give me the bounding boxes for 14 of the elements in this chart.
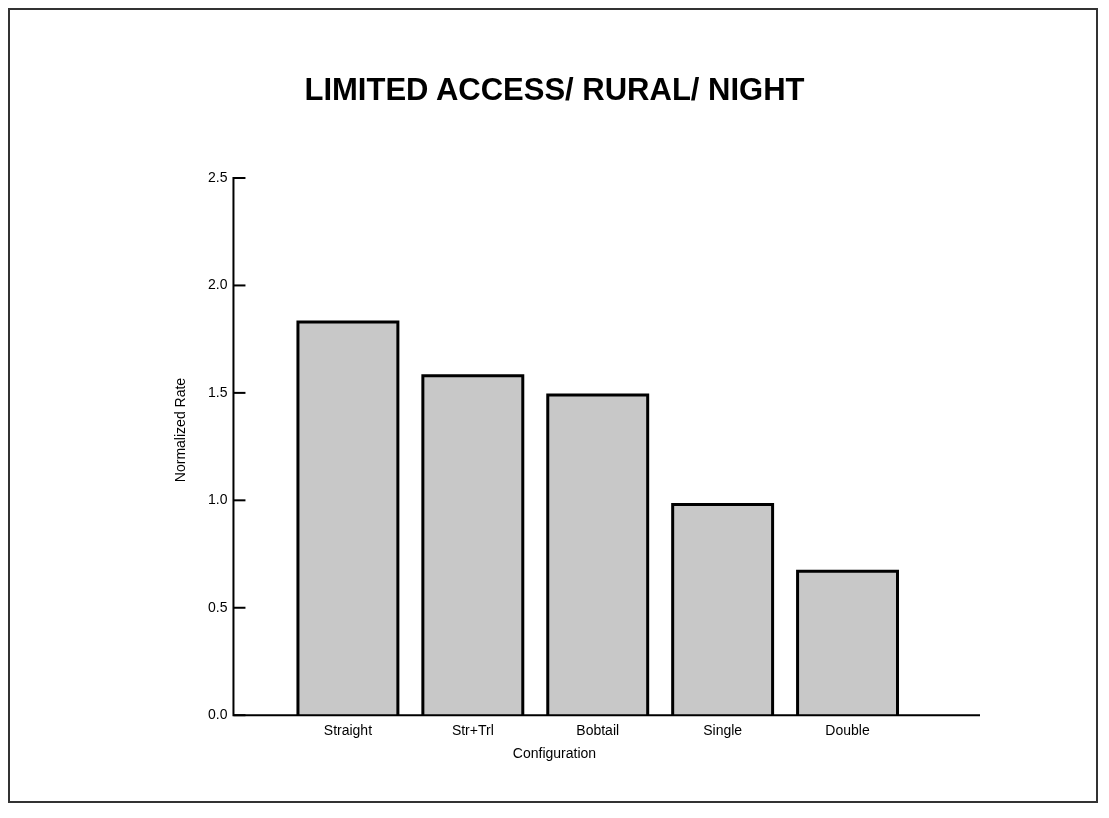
x-axis-title: Configuration xyxy=(511,745,598,761)
x-tick-label: Bobtail xyxy=(576,722,620,739)
y-tick-label: 1.0 xyxy=(207,491,228,508)
y-tick-label: 2.0 xyxy=(207,276,228,293)
y-tick-label: 1.5 xyxy=(207,383,228,400)
x-tick-label: Single xyxy=(703,722,743,739)
chart-title: LIMITED ACCESS/ RURAL/ NIGHT xyxy=(303,72,806,108)
y-tick-label: 2.5 xyxy=(207,168,228,185)
y-tick-label: 0.0 xyxy=(207,706,228,723)
x-tick-label: Straight xyxy=(323,722,373,739)
y-axis-title: Normalized Rate xyxy=(172,377,188,483)
x-tick-label: Double xyxy=(825,722,870,739)
x-tick-label: Str+Trl xyxy=(451,722,494,739)
y-tick-label: 0.5 xyxy=(207,598,228,615)
